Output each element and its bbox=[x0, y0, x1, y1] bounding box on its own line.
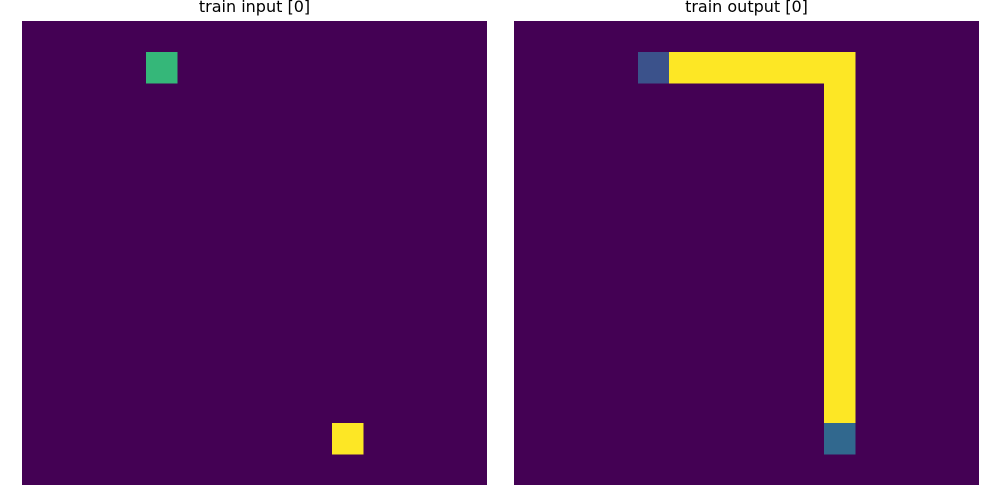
grid-cell bbox=[824, 361, 856, 393]
grid-cell bbox=[824, 268, 856, 300]
grid-cell bbox=[824, 114, 856, 146]
grid-cell bbox=[824, 238, 856, 269]
train-input-grid bbox=[22, 21, 487, 485]
grid-cell bbox=[824, 392, 856, 424]
grid-cell bbox=[146, 52, 178, 84]
grid-cell bbox=[762, 52, 794, 84]
grid-cell bbox=[731, 52, 763, 84]
grid-cell bbox=[332, 423, 364, 455]
grid-cell bbox=[824, 423, 856, 455]
grid-background bbox=[22, 21, 487, 485]
grid-cell bbox=[638, 52, 670, 84]
grid-background bbox=[514, 21, 979, 485]
grid-cell bbox=[793, 52, 825, 84]
grid-cell bbox=[669, 52, 701, 84]
grid-cell bbox=[824, 299, 856, 331]
grid-cell bbox=[824, 145, 856, 177]
grid-cell bbox=[824, 83, 856, 115]
grid-cell bbox=[824, 52, 856, 84]
train-output-grid bbox=[514, 21, 979, 485]
grid-cell bbox=[824, 330, 856, 362]
train-output-title: train output [0] bbox=[685, 0, 808, 16]
grid-cell bbox=[824, 176, 856, 208]
grid-cell bbox=[700, 52, 732, 84]
grid-cell bbox=[824, 207, 856, 239]
train-input-title: train input [0] bbox=[198, 0, 311, 16]
